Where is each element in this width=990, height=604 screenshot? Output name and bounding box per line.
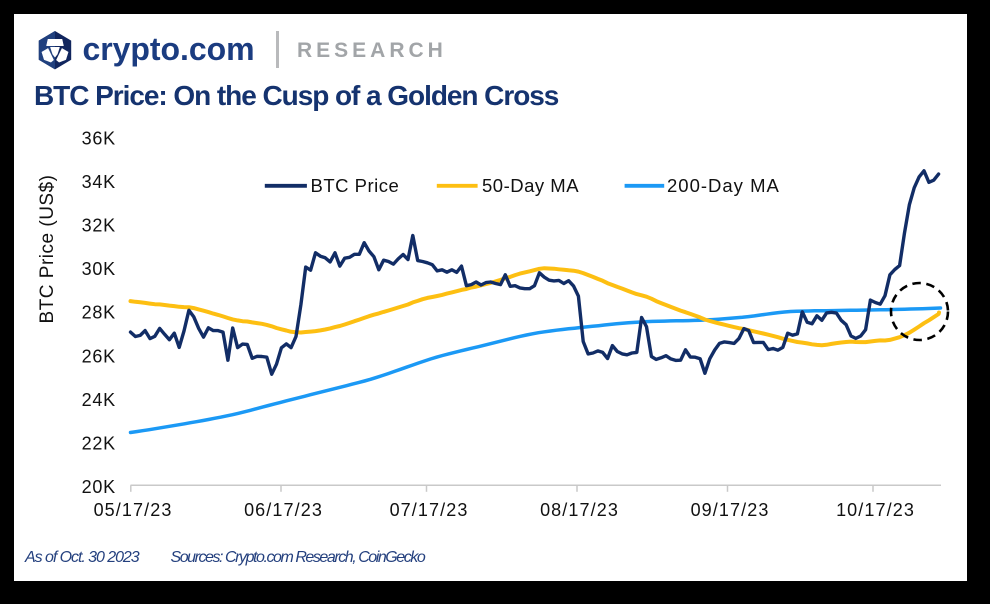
- svg-text:26K: 26K: [82, 346, 116, 366]
- svg-text:06/17/23: 06/17/23: [244, 500, 323, 520]
- svg-text:05/17/23: 05/17/23: [94, 500, 173, 520]
- svg-text:50-Day MA: 50-Day MA: [482, 175, 579, 196]
- svg-text:10/17/23: 10/17/23: [836, 500, 915, 520]
- svg-text:07/17/23: 07/17/23: [390, 500, 469, 520]
- svg-text:30K: 30K: [82, 259, 116, 279]
- svg-text:09/17/23: 09/17/23: [691, 500, 770, 520]
- svg-text:36K: 36K: [82, 128, 116, 148]
- svg-text:34K: 34K: [82, 172, 116, 192]
- svg-text:32K: 32K: [82, 216, 116, 236]
- svg-text:20K: 20K: [82, 477, 116, 497]
- svg-text:200-Day MA: 200-Day MA: [667, 175, 780, 196]
- svg-text:08/17/23: 08/17/23: [540, 500, 619, 520]
- svg-text:22K: 22K: [82, 434, 116, 454]
- svg-text:28K: 28K: [82, 303, 116, 323]
- svg-text:BTC Price (US$): BTC Price (US$): [37, 175, 58, 324]
- svg-text:24K: 24K: [82, 390, 116, 410]
- svg-text:BTC Price: BTC Price: [311, 175, 400, 196]
